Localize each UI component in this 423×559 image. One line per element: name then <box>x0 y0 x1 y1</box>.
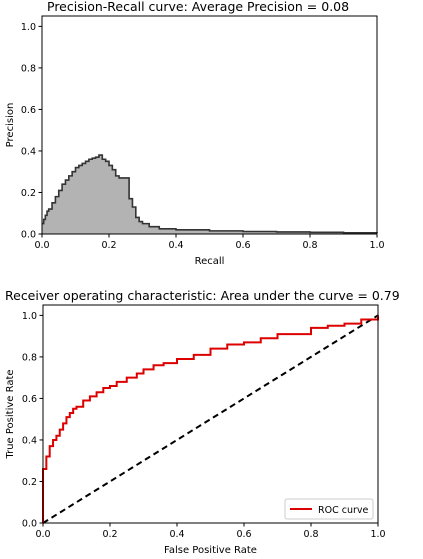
roc-y-axis-label: True Positive Rate <box>5 369 16 459</box>
pr-y-tick-label: 0.8 <box>21 63 36 74</box>
roc-x-tick-label: 0.4 <box>169 529 184 540</box>
pr-step-line <box>42 154 378 234</box>
pr-x-tick-label: 0.2 <box>101 240 116 251</box>
pr-y-tick-label: 0.0 <box>21 230 36 241</box>
pr-chart-title: Precision-Recall curve: Average Precisio… <box>47 0 349 14</box>
pr-area-layer <box>42 154 378 234</box>
pr-chart: Precision-Recall curve: Average Precisio… <box>5 0 385 267</box>
roc-legend-box <box>284 498 374 520</box>
roc-ticks: 0.0 0.2 0.4 0.6 0.8 1.0 0.0 0.2 0.4 0.6 0.8 1.0 <box>22 311 386 540</box>
roc-chart: Receiver operating characteristic: Area … <box>5 288 400 556</box>
pr-y-tick-label: 0.6 <box>21 105 36 116</box>
roc-y-tick-label: 0.0 <box>22 519 37 530</box>
pr-x-tick-label: 0.4 <box>168 240 183 251</box>
pr-y-tick-label: 0.2 <box>21 188 36 199</box>
roc-y-tick-label: 0.6 <box>22 394 37 405</box>
roc-line-layer <box>42 314 379 524</box>
roc-chart-title: Receiver operating characteristic: Area … <box>5 288 400 303</box>
roc-x-tick-label: 0.6 <box>236 529 251 540</box>
roc-chance-line <box>42 314 379 524</box>
pr-x-tick-label: 0.0 <box>34 240 49 251</box>
roc-x-axis-label: False Positive Rate <box>164 545 257 556</box>
pr-y-tick-label: 1.0 <box>21 22 36 33</box>
pr-ticks: 0.0 0.2 0.4 0.6 0.8 1.0 0.0 0.2 0.4 0.6 0.8 1.0 <box>21 22 385 251</box>
pr-y-tick-label: 0.4 <box>21 146 36 157</box>
roc-x-tick-label: 1.0 <box>370 529 385 540</box>
roc-curve-line <box>42 315 379 523</box>
pr-plot-frame <box>41 15 378 235</box>
pr-x-axis-label: Recall <box>195 256 225 267</box>
pr-x-tick-label: 1.0 <box>369 240 384 251</box>
roc-y-tick-label: 1.0 <box>22 311 37 322</box>
roc-x-tick-label: 0.8 <box>303 529 318 540</box>
pr-y-axis-label: Precision <box>5 103 16 148</box>
pr-x-tick-label: 0.8 <box>302 240 317 251</box>
roc-x-tick-label: 0.2 <box>102 529 117 540</box>
roc-y-tick-label: 0.8 <box>22 352 37 363</box>
roc-x-tick-label: 0.0 <box>35 529 50 540</box>
roc-plot-frame <box>42 304 379 524</box>
pr-x-tick-label: 0.6 <box>235 240 250 251</box>
pr-area-fill <box>42 155 377 234</box>
roc-legend: ROC curve <box>284 498 374 520</box>
roc-legend-label: ROC curve <box>318 505 369 516</box>
roc-y-tick-label: 0.4 <box>22 435 37 446</box>
roc-y-tick-label: 0.2 <box>22 477 37 488</box>
